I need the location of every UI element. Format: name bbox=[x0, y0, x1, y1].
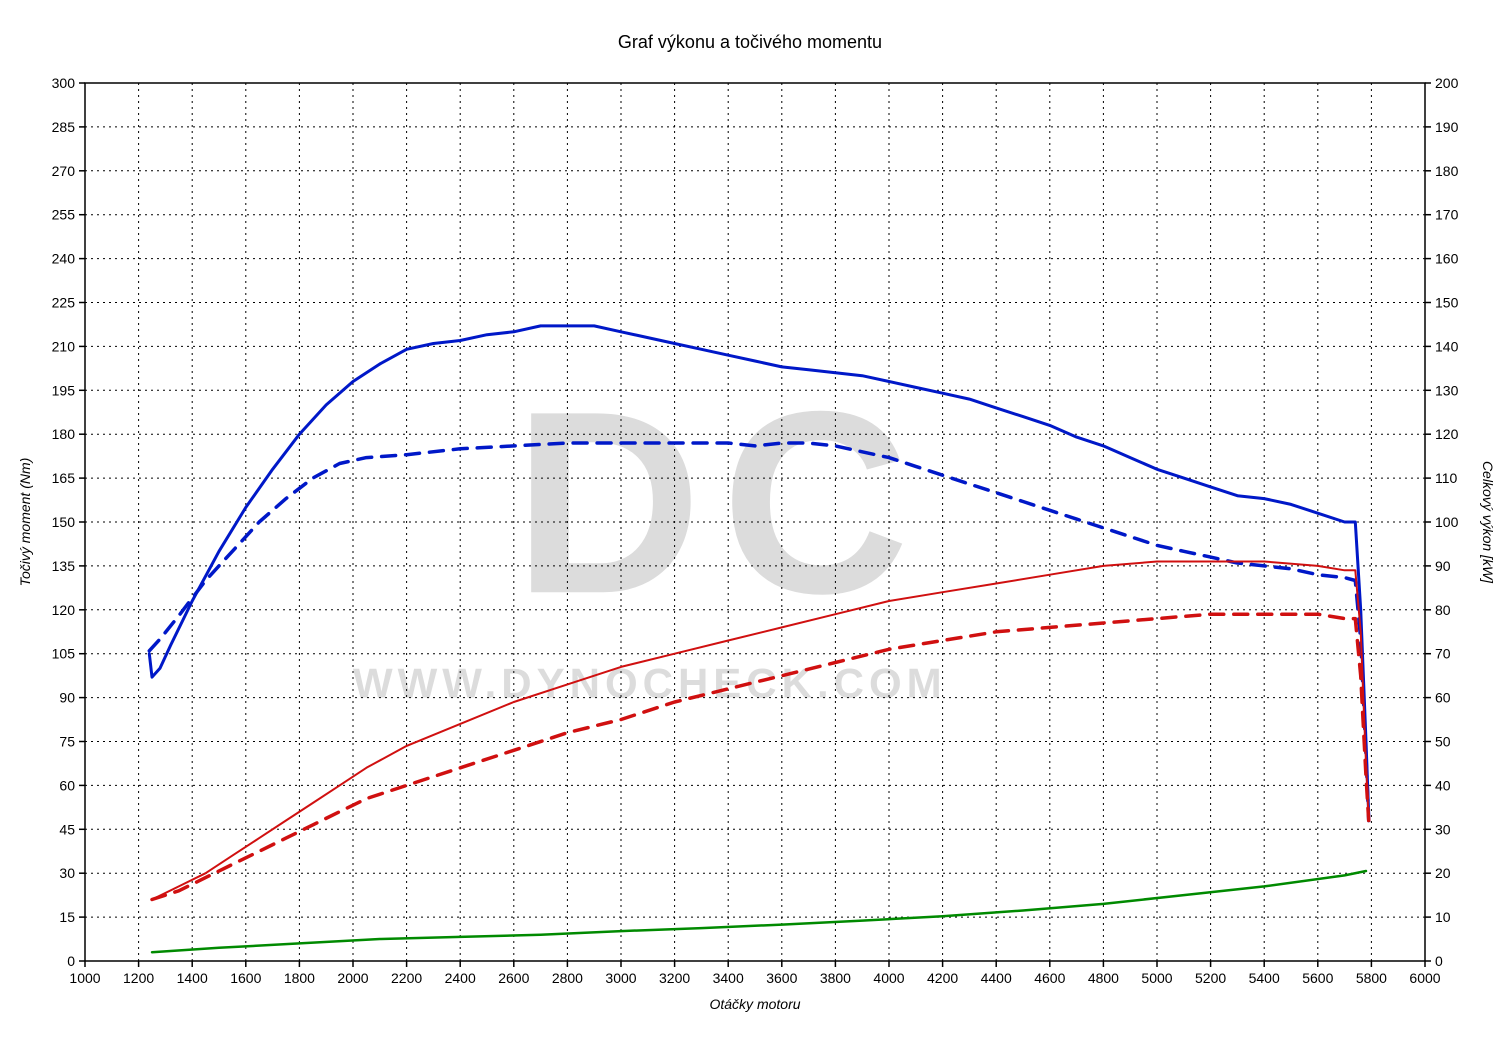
y-right-tick-label: 100 bbox=[1435, 514, 1459, 530]
x-tick-label: 5200 bbox=[1195, 970, 1226, 986]
watermark: DC WWW.DYNOCHECK.COM bbox=[353, 358, 947, 706]
x-tick-label: 3600 bbox=[766, 970, 797, 986]
x-tick-label: 2200 bbox=[391, 970, 422, 986]
y-right-tick-label: 130 bbox=[1435, 382, 1459, 398]
x-tick-label: 2000 bbox=[337, 970, 368, 986]
x-tick-label: 1600 bbox=[230, 970, 261, 986]
y-right-axis-label: Celkový výkon [kW] bbox=[1480, 461, 1496, 584]
x-tick-label: 5400 bbox=[1249, 970, 1280, 986]
chart-title: Graf výkonu a točivého momentu bbox=[618, 32, 882, 52]
y-left-tick-label: 120 bbox=[52, 602, 76, 618]
x-tick-label: 1800 bbox=[284, 970, 315, 986]
watermark-main: DC bbox=[514, 358, 930, 648]
y-left-tick-label: 45 bbox=[59, 821, 75, 837]
watermark-url: WWW.DYNOCHECK.COM bbox=[353, 660, 947, 707]
x-tick-label: 5000 bbox=[1141, 970, 1172, 986]
y-right-tick-label: 150 bbox=[1435, 295, 1459, 311]
y-left-tick-label: 0 bbox=[67, 953, 75, 969]
y-left-tick-label: 225 bbox=[52, 295, 76, 311]
y-right-tick-label: 80 bbox=[1435, 602, 1451, 618]
series-loss_power bbox=[152, 871, 1366, 952]
x-tick-label: 5600 bbox=[1302, 970, 1333, 986]
y-right-tick-label: 200 bbox=[1435, 75, 1459, 91]
y-left-tick-label: 240 bbox=[52, 251, 76, 267]
y-left-tick-label: 180 bbox=[52, 426, 76, 442]
y-left-tick-label: 270 bbox=[52, 163, 76, 179]
x-tick-label: 3800 bbox=[820, 970, 851, 986]
y-right-tick-label: 90 bbox=[1435, 558, 1451, 574]
y-left-tick-label: 105 bbox=[52, 646, 76, 662]
y-right-tick-label: 140 bbox=[1435, 338, 1459, 354]
y-right-tick-label: 120 bbox=[1435, 426, 1459, 442]
x-tick-label: 6000 bbox=[1409, 970, 1440, 986]
y-left-tick-label: 90 bbox=[59, 690, 75, 706]
y-right-tick-label: 0 bbox=[1435, 953, 1443, 969]
x-tick-label: 4200 bbox=[927, 970, 958, 986]
x-tick-label: 2800 bbox=[552, 970, 583, 986]
y-left-tick-label: 195 bbox=[52, 382, 76, 398]
y-right-tick-label: 60 bbox=[1435, 690, 1451, 706]
x-tick-label: 2400 bbox=[445, 970, 476, 986]
y-left-tick-label: 300 bbox=[52, 75, 76, 91]
y-right-tick-label: 160 bbox=[1435, 251, 1459, 267]
y-left-tick-label: 255 bbox=[52, 207, 76, 223]
x-tick-label: 4400 bbox=[981, 970, 1012, 986]
chart-container: { "chart": { "type": "line", "title": "G… bbox=[0, 0, 1500, 1041]
y-right-tick-label: 70 bbox=[1435, 646, 1451, 662]
y-left-axis-label: Točivý moment (Nm) bbox=[17, 458, 33, 587]
x-tick-label: 3400 bbox=[713, 970, 744, 986]
y-left-tick-label: 150 bbox=[52, 514, 76, 530]
x-tick-label: 1400 bbox=[177, 970, 208, 986]
x-tick-label: 5800 bbox=[1356, 970, 1387, 986]
x-tick-label: 3200 bbox=[659, 970, 690, 986]
x-tick-label: 3000 bbox=[605, 970, 636, 986]
y-right-tick-label: 190 bbox=[1435, 119, 1459, 135]
y-left-tick-label: 165 bbox=[52, 470, 76, 486]
y-right-tick-label: 40 bbox=[1435, 777, 1451, 793]
y-left-tick-label: 210 bbox=[52, 338, 76, 354]
y-right-tick-label: 110 bbox=[1435, 470, 1458, 486]
dyno-chart: Graf výkonu a točivého momentu DC WWW.DYNO… bbox=[0, 0, 1500, 1041]
y-right-tick-label: 180 bbox=[1435, 163, 1459, 179]
x-tick-label: 4000 bbox=[873, 970, 904, 986]
y-right-tick-label: 50 bbox=[1435, 734, 1451, 750]
x-tick-label: 1000 bbox=[69, 970, 100, 986]
y-left-tick-label: 135 bbox=[52, 558, 76, 574]
y-left-tick-label: 15 bbox=[59, 909, 75, 925]
x-tick-label: 2600 bbox=[498, 970, 529, 986]
y-left-tick-label: 60 bbox=[59, 777, 75, 793]
x-tick-label: 1200 bbox=[123, 970, 154, 986]
x-tick-label: 4600 bbox=[1034, 970, 1065, 986]
y-right-tick-label: 170 bbox=[1435, 207, 1459, 223]
series-power_stock bbox=[152, 614, 1369, 899]
y-right-tick-label: 30 bbox=[1435, 821, 1451, 837]
y-right-tick-label: 10 bbox=[1435, 909, 1451, 925]
x-axis-label: Otáčky motoru bbox=[709, 996, 800, 1012]
y-left-tick-label: 30 bbox=[59, 865, 75, 881]
y-left-tick-label: 75 bbox=[59, 734, 75, 750]
y-left-tick-label: 285 bbox=[52, 119, 76, 135]
x-tick-label: 4800 bbox=[1088, 970, 1119, 986]
y-right-tick-label: 20 bbox=[1435, 865, 1451, 881]
